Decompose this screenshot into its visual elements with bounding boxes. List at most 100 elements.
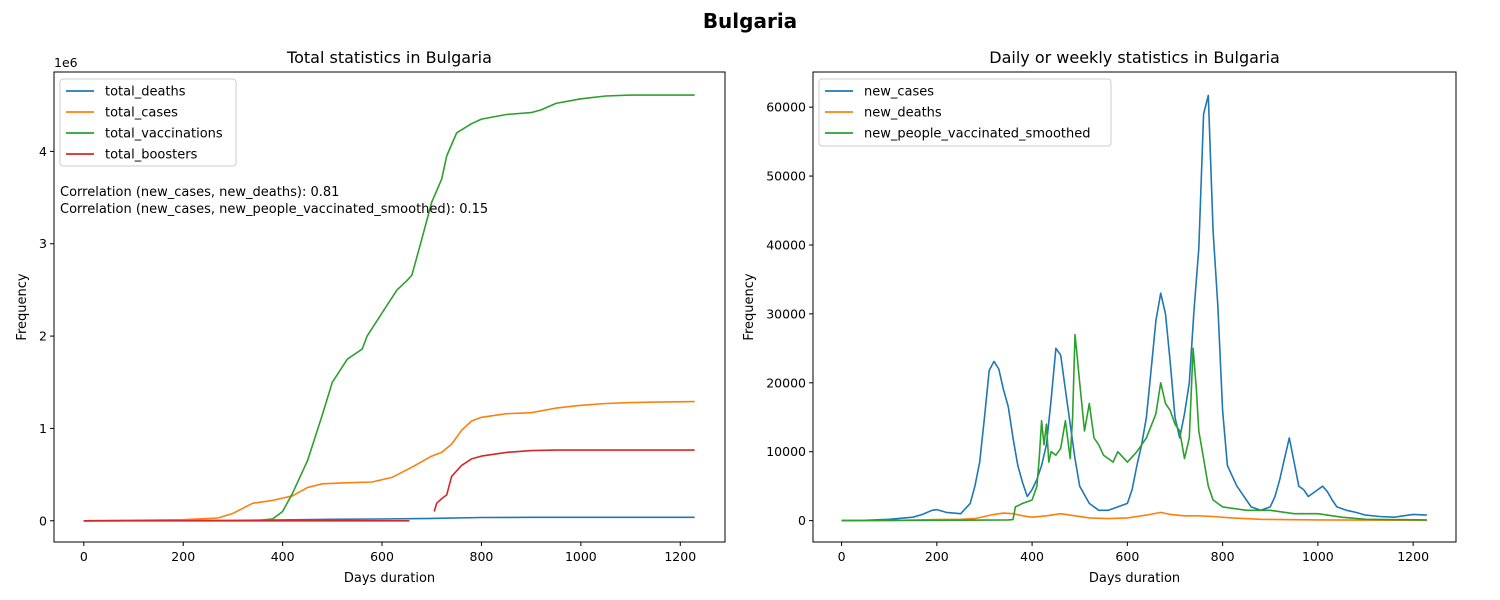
- data-point: [367, 336, 368, 337]
- y-axis-label: Frequency: [742, 273, 757, 340]
- data-point: [1079, 382, 1080, 383]
- data-point: [1303, 489, 1304, 490]
- data-point: [1055, 348, 1056, 349]
- data-point: [694, 401, 695, 402]
- data-point: [1103, 455, 1104, 456]
- data-point: [1044, 444, 1045, 445]
- data-point: [1198, 515, 1199, 516]
- data-point: [1155, 320, 1156, 321]
- data-point: [481, 517, 482, 518]
- legend-label-total_cases: total_cases: [105, 106, 178, 121]
- x-tick-label: 400: [1020, 549, 1044, 564]
- data-point: [1160, 512, 1161, 513]
- data-point: [1170, 362, 1171, 363]
- data-point: [1217, 307, 1218, 308]
- legend-label-new_people_vaccinated_smoothed: new_people_vaccinated_smoothed: [864, 127, 1090, 142]
- series-line-new_cases: [841, 94, 1427, 522]
- data-point: [1165, 403, 1166, 404]
- x-tick-label: 1200: [1397, 549, 1429, 564]
- data-point: [841, 520, 842, 521]
- data-point: [441, 179, 442, 180]
- data-point: [605, 403, 606, 404]
- data-point: [1222, 506, 1223, 507]
- data-point: [1113, 462, 1114, 463]
- x-tick-label: 200: [925, 549, 949, 564]
- data-point: [1246, 510, 1247, 511]
- data-point: [232, 520, 233, 521]
- data-point: [1336, 506, 1337, 507]
- data-point: [1160, 293, 1161, 294]
- data-point: [1317, 519, 1318, 520]
- y-tick-label: 60000: [766, 100, 806, 115]
- data-point: [372, 482, 373, 483]
- series-line-total_cases: [83, 400, 695, 522]
- data-point: [1184, 413, 1185, 414]
- data-point: [1322, 486, 1323, 487]
- data-point: [461, 465, 462, 466]
- data-point: [506, 114, 507, 115]
- data-point: [1076, 348, 1077, 349]
- data-point: [1075, 515, 1076, 516]
- data-point: [332, 519, 333, 520]
- correlation-annotation: Correlation (new_cases, new_deaths): 0.8…: [60, 185, 339, 200]
- data-point: [1070, 424, 1071, 425]
- data-point: [382, 519, 383, 520]
- y-tick-label: 10000: [766, 444, 806, 459]
- data-point: [1008, 519, 1009, 520]
- data-point: [1084, 431, 1085, 432]
- data-point: [1036, 486, 1037, 487]
- data-point: [1060, 355, 1061, 356]
- data-point: [1027, 496, 1028, 497]
- data-point: [1270, 510, 1271, 511]
- data-point: [1072, 417, 1073, 418]
- legend-label-total_boosters: total_boosters: [105, 148, 198, 163]
- data-point: [421, 239, 422, 240]
- data-point: [1146, 437, 1147, 438]
- data-point: [541, 109, 542, 110]
- data-point: [556, 450, 557, 451]
- data-point: [960, 513, 961, 514]
- data-point: [1198, 248, 1199, 249]
- data-point: [1075, 334, 1076, 335]
- x-tick-label: 0: [80, 549, 88, 564]
- data-point: [218, 518, 219, 519]
- y-tick-label: 20000: [766, 375, 806, 390]
- data-point: [1270, 506, 1271, 507]
- chart-title: Total statistics in Bulgaria: [286, 48, 492, 67]
- data-point: [1022, 515, 1023, 516]
- series-total_vaccinations: [83, 94, 695, 522]
- data-point: [1317, 513, 1318, 514]
- data-point: [932, 510, 933, 511]
- data-point: [1075, 458, 1076, 459]
- data-point: [1189, 382, 1190, 383]
- series-total_boosters: [83, 449, 695, 522]
- series-line-new_deaths: [841, 511, 1427, 522]
- data-point: [1108, 458, 1109, 459]
- data-point: [1317, 489, 1318, 490]
- data-point: [655, 402, 656, 403]
- data-point: [1041, 465, 1042, 466]
- data-point: [630, 517, 631, 518]
- plot-frame: [53, 71, 726, 543]
- data-point: [1213, 516, 1214, 517]
- data-point: [292, 493, 293, 494]
- data-point: [1222, 410, 1223, 411]
- data-point: [1017, 465, 1018, 466]
- data-point: [307, 460, 308, 461]
- data-point: [1227, 465, 1228, 466]
- data-point: [605, 96, 606, 97]
- data-point: [1346, 510, 1347, 511]
- data-point: [1051, 451, 1052, 452]
- y-tick-label: 0: [798, 513, 806, 528]
- data-point: [456, 132, 457, 133]
- y-tick-label: 4: [39, 144, 47, 159]
- data-point: [1426, 515, 1427, 516]
- right-chart-panel: 0 200 400 600 800 1000 1200 0 10000 20000 30000 400…: [742, 48, 1457, 586]
- data-point: [1179, 431, 1180, 432]
- data-point: [382, 313, 383, 314]
- x-tick-label: 1000: [1302, 549, 1334, 564]
- data-point: [1013, 519, 1014, 520]
- x-tick-label: 200: [171, 549, 195, 564]
- data-point: [1013, 437, 1014, 438]
- data-point: [481, 417, 482, 418]
